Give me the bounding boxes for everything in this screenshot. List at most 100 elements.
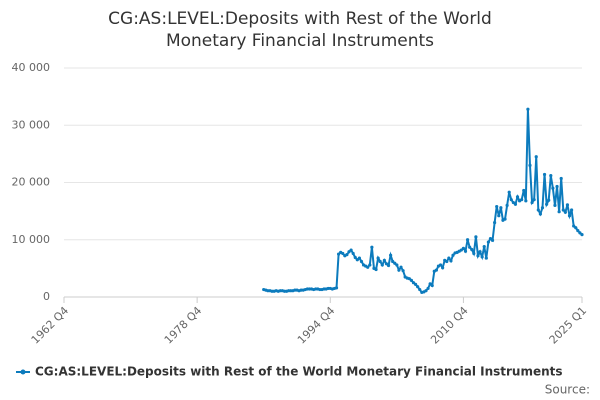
data-point	[567, 214, 572, 218]
title-part: CG:AS:LEVEL:Deposits with Rest of the Wo…	[108, 9, 492, 29]
data-point	[418, 287, 422, 292]
data-point	[349, 248, 353, 252]
data-point	[434, 268, 438, 272]
data-point	[576, 228, 580, 233]
x-tick-label: 1962 Q4	[29, 304, 72, 347]
data-point	[563, 210, 567, 214]
data-point	[503, 217, 507, 221]
data-point	[474, 235, 478, 239]
data-point	[430, 283, 434, 288]
x-tick-label: 2025 Q1	[547, 304, 590, 347]
data-point	[376, 256, 380, 260]
y-tick-label: 10 000	[12, 233, 51, 246]
data-point	[445, 259, 449, 264]
data-point	[382, 258, 386, 262]
data-point	[368, 263, 372, 267]
source: Source:	[545, 383, 590, 397]
data-point	[380, 263, 384, 267]
title-part: Monetary Financial Instruments	[166, 31, 434, 51]
data-point	[438, 263, 443, 267]
data-point	[574, 226, 578, 230]
data-point	[509, 198, 513, 202]
data-point	[409, 278, 414, 282]
data-point	[465, 238, 470, 242]
data-point	[482, 245, 486, 249]
x-tick-label: 2010 Q4	[428, 304, 471, 347]
data-point	[522, 188, 526, 193]
data-point	[357, 256, 362, 260]
data-point	[353, 255, 357, 260]
data-point	[366, 265, 370, 269]
data-point	[549, 174, 553, 178]
data-point	[395, 263, 399, 267]
data-point	[334, 286, 339, 290]
data-point	[499, 206, 503, 210]
data-point	[370, 245, 374, 249]
data-point	[341, 251, 345, 256]
data-point	[490, 238, 495, 242]
data-point	[447, 256, 451, 260]
data-point	[534, 155, 538, 159]
data-point	[493, 220, 497, 225]
data-point	[540, 206, 545, 210]
y-tick-label: 40 000	[12, 61, 51, 74]
data-point	[565, 203, 570, 207]
data-point	[449, 259, 453, 263]
data-point	[555, 184, 559, 189]
data-point	[401, 269, 405, 273]
data-point	[497, 214, 501, 218]
data-point	[547, 198, 551, 202]
data-point	[397, 268, 401, 272]
data-point	[478, 250, 482, 254]
data-point	[461, 246, 466, 250]
data-point	[345, 253, 349, 257]
data-point	[569, 208, 574, 212]
data-point	[542, 172, 547, 177]
data-point	[520, 198, 524, 202]
data-point	[561, 208, 565, 212]
data-point	[413, 282, 418, 287]
chart-title-line2: Monetary Financial Instruments	[166, 31, 434, 51]
data-point	[524, 199, 528, 203]
data-point	[559, 176, 563, 181]
data-point	[486, 240, 490, 244]
data-point	[416, 285, 420, 289]
data-point	[513, 202, 518, 206]
data-point	[553, 203, 557, 207]
data-point	[557, 210, 561, 214]
data-point	[468, 245, 472, 249]
data-point	[530, 200, 534, 205]
x-tick-label: 1994 Q4	[295, 304, 338, 347]
data-point	[507, 190, 511, 194]
data-point	[426, 286, 430, 291]
y-tick-label: 30 000	[12, 118, 51, 131]
data-point	[378, 259, 382, 264]
data-point	[359, 259, 364, 264]
data-point	[495, 204, 499, 209]
data-point	[536, 208, 540, 212]
y-tick-label: 0	[43, 290, 50, 303]
x-tick-label: 1978 Q4	[162, 304, 205, 347]
data-point	[476, 254, 480, 258]
data-point	[545, 202, 549, 206]
data-point	[399, 265, 403, 269]
data-point	[538, 212, 542, 216]
data-point	[451, 253, 455, 257]
data-point	[470, 247, 474, 252]
data-point	[480, 255, 484, 259]
data-point	[526, 107, 530, 111]
data-point	[374, 267, 378, 272]
data-point	[580, 232, 584, 237]
data-point	[463, 249, 468, 253]
data-point	[528, 163, 532, 167]
data-point	[424, 289, 428, 293]
data-point	[505, 203, 509, 207]
data-point	[351, 251, 355, 256]
data-point	[515, 195, 520, 199]
legend-label: CG:AS:LEVEL:Deposits with Rest of the Wo…	[35, 365, 563, 379]
data-point	[551, 186, 555, 190]
chart-title: CG:AS:LEVEL:Deposits with Rest of the Wo…	[108, 9, 492, 29]
data-point	[532, 198, 536, 202]
data-point	[472, 251, 476, 256]
